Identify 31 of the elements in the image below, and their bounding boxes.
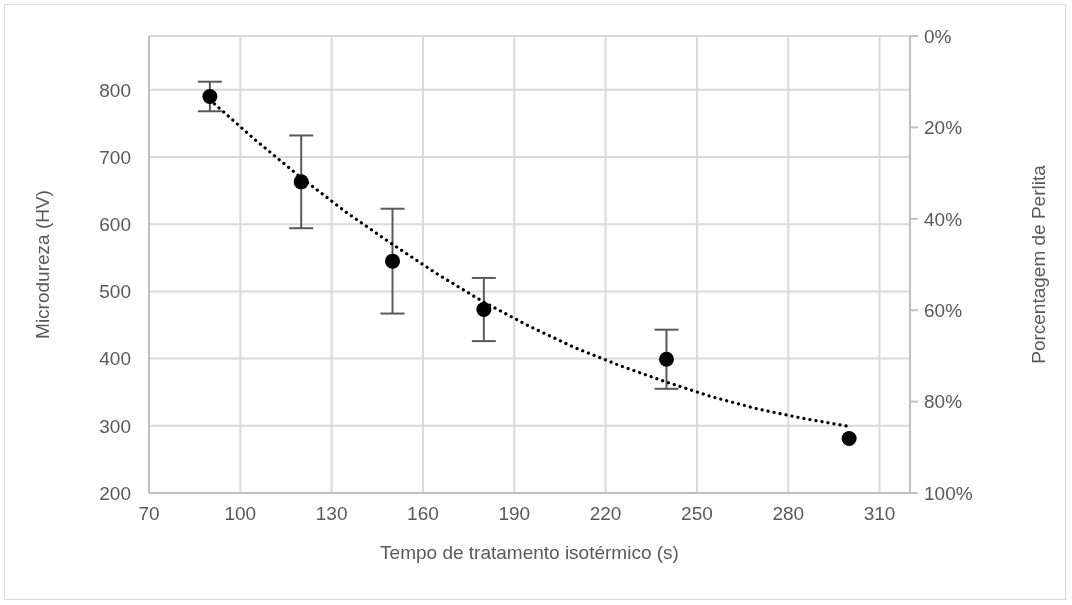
x-tick-label: 190 — [498, 503, 531, 525]
y2-tick-label: 100% — [924, 482, 973, 504]
y-tick-label: 700 — [99, 146, 131, 168]
x-tick-label: 220 — [589, 503, 622, 525]
y-tick-label: 300 — [99, 415, 131, 437]
y2-tick-label: 40% — [924, 208, 963, 230]
y-tick-label: 600 — [99, 213, 131, 235]
x-tick-label: 130 — [315, 503, 348, 525]
point — [385, 253, 401, 269]
x-tick-label: 70 — [138, 503, 160, 525]
x-tick-label: 250 — [681, 503, 713, 525]
y-tick-label: 500 — [99, 281, 131, 303]
point — [476, 302, 492, 318]
y2-tick-label: 20% — [924, 117, 963, 139]
y2-tick-label: 0% — [924, 25, 952, 47]
point — [293, 174, 309, 190]
point — [841, 431, 857, 447]
y-tick-label: 800 — [99, 79, 131, 101]
x-tick-label: 280 — [772, 503, 805, 525]
point — [658, 351, 674, 367]
point — [202, 88, 218, 104]
y2-tick-label: 80% — [924, 391, 963, 413]
x-tick-label: 100 — [224, 503, 257, 525]
y-axis-title: Microdureza (HV) — [31, 190, 53, 339]
y2-tick-label: 60% — [924, 299, 963, 321]
x-tick-label: 310 — [863, 503, 896, 525]
x-tick-label: 160 — [407, 503, 439, 525]
y-tick-label: 200 — [99, 482, 131, 504]
y-tick-label: 400 — [99, 348, 131, 370]
y2-axis-title: Porcentagem de Perlita — [1027, 164, 1049, 364]
x-axis-title: Tempo de tratamento isotérmico (s) — [380, 542, 679, 563]
